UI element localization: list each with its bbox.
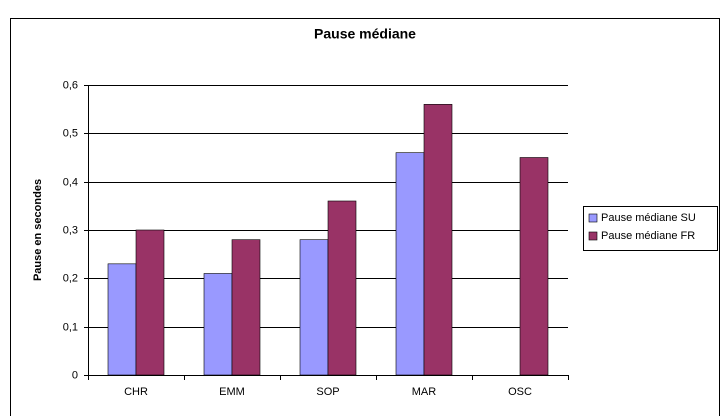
legend	[583, 206, 718, 251]
y-tick-label: 0,6	[63, 79, 78, 91]
y-tick-label: 0	[72, 369, 78, 381]
y-tick-label: 0,1	[63, 321, 78, 333]
x-tick-label: EMM	[219, 386, 245, 398]
y-tick-label: 0,3	[63, 224, 78, 236]
x-tick-label: CHR	[124, 386, 148, 398]
bar	[395, 152, 425, 376]
chart-title: Pause médiane	[314, 26, 416, 42]
bar	[135, 229, 165, 376]
x-tick-label: MAR	[412, 386, 437, 398]
bar	[299, 239, 329, 376]
y-tick-label: 0,4	[63, 176, 78, 188]
x-tick-label: OSC	[508, 386, 532, 398]
bar	[423, 104, 453, 376]
y-tick-label: 0,5	[63, 127, 78, 139]
legend-swatch	[588, 231, 598, 241]
bar	[519, 157, 549, 376]
y-axis-title: Pause en secondes	[32, 179, 44, 281]
legend-swatch	[588, 213, 598, 223]
bar	[203, 273, 233, 376]
bar	[107, 263, 137, 376]
x-tick-label: SOP	[316, 386, 339, 398]
legend-label: Pause médiane FR	[601, 230, 695, 242]
bar	[231, 239, 261, 376]
bar	[327, 200, 357, 376]
y-tick-label: 0,2	[63, 272, 78, 284]
legend-label: Pause médiane SU	[601, 212, 696, 224]
